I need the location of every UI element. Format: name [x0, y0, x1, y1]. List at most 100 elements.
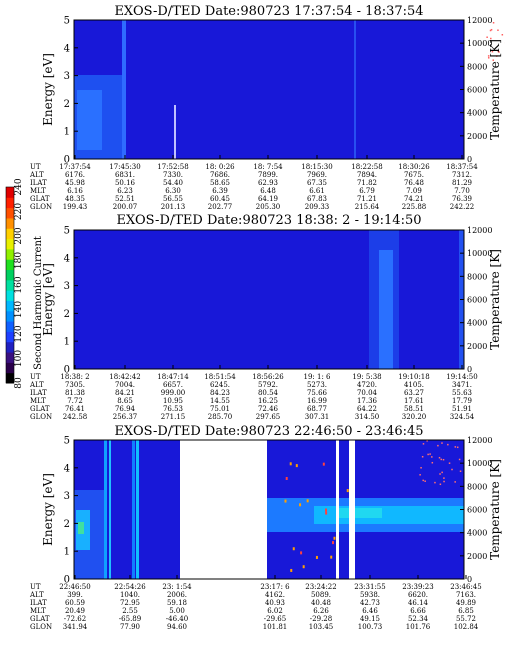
noise-dot: [284, 499, 287, 503]
noise-dot: [322, 462, 325, 466]
colorbar-segment: [6, 187, 14, 198]
table-cell: 18: 7:54: [253, 163, 283, 171]
table-cell: 1040.: [120, 591, 140, 599]
noise-dot: [441, 442, 443, 444]
table-cell: 19: 5:38: [352, 373, 381, 381]
table-cell: 23:24:22: [305, 583, 336, 591]
table-cell: 55.63: [452, 389, 472, 397]
table-cell: 72.95: [120, 599, 140, 607]
table-cell: 202.77: [208, 203, 233, 211]
noise-dot: [440, 458, 443, 461]
y-tick-label: 0: [64, 365, 70, 376]
table-cell: 76.39: [452, 195, 472, 203]
table-cell: 17:37:54: [59, 163, 91, 171]
table-cell: 20.49: [65, 607, 85, 615]
y2-axis-label: Temperature [K]: [488, 39, 502, 140]
colorbar-segment: [6, 207, 14, 219]
table-cell: 7675.: [404, 171, 424, 179]
noise-dot: [497, 50, 500, 53]
colorbar-segment: [6, 259, 14, 271]
table-cell: 18:56:26: [252, 373, 284, 381]
noise-dot: [439, 483, 442, 486]
table-cell: 52.34: [408, 615, 429, 623]
table-cell: 23:31:55: [354, 583, 385, 591]
y2-tick-label: 10000: [467, 39, 492, 48]
table-cell: 6.39: [212, 187, 228, 195]
table-row-label: MLT: [30, 397, 46, 405]
table-cell: 215.64: [355, 203, 380, 211]
y2-tick-label: 4000: [467, 319, 487, 328]
table-cell: 14.55: [210, 397, 230, 405]
table-cell: -65.89: [119, 615, 141, 623]
y-axis-label: Energy [eV]: [41, 53, 55, 126]
y2-tick-label: 2000: [467, 342, 487, 351]
y-tick-label: 0: [64, 575, 70, 586]
table-cell: 7312.: [452, 171, 472, 179]
colorbar-frame: [5, 186, 15, 384]
y2-tick-label: 8000: [467, 482, 487, 491]
vertical-streak: [109, 440, 111, 579]
noise-dot: [302, 565, 305, 569]
noise-dot: [491, 50, 494, 53]
table-cell: 225.88: [402, 203, 427, 211]
noise-dot: [315, 555, 318, 559]
table-cell: 4105.: [404, 381, 424, 389]
vertical-streak: [354, 20, 356, 159]
table-cell: 58.51: [404, 405, 424, 413]
table-cell: 80.54: [258, 389, 279, 397]
table-row-label: GLAT: [30, 615, 50, 623]
table-cell: 399.: [67, 591, 83, 599]
table-cell: 320.20: [402, 413, 427, 421]
colorbar-tick-label: 220: [14, 203, 24, 220]
noise-dot: [492, 22, 495, 24]
noise-dot: [439, 473, 441, 475]
noise-dot: [447, 443, 449, 446]
table-cell: 81.29: [452, 179, 472, 187]
table-cell: 17.36: [357, 397, 378, 405]
table-cell: 6620.: [408, 591, 428, 599]
table-cell: 7.09: [406, 187, 422, 195]
table-cell: 6176.: [65, 171, 85, 179]
spectrogram-panel-3: EXOS-D/TED Date:980723 22:46:50 - 23:46:…: [29, 424, 502, 631]
table-cell: 22:54:26: [114, 583, 146, 591]
y-tick-label: 2: [64, 519, 70, 530]
table-cell: 18:38: 2: [60, 373, 89, 381]
low-energy-core: [77, 90, 102, 150]
table-cell: 7.70: [454, 187, 470, 195]
y2-tick-label: 8000: [467, 62, 487, 71]
table-row-label: ILAT: [30, 389, 47, 397]
table-cell: 70.04: [357, 389, 378, 397]
table-cell: 19:10:18: [398, 373, 429, 381]
table-cell: -29.65: [264, 615, 286, 623]
table-cell: 6.46: [362, 607, 378, 615]
table-cell: 5.00: [169, 607, 185, 615]
table-cell: 6.02: [267, 607, 283, 615]
noise-dot: [306, 499, 309, 503]
colorbar-segment: [6, 269, 14, 281]
noise-dot: [441, 471, 443, 474]
noise-dot: [299, 503, 302, 507]
table-cell: 62.93: [258, 179, 278, 187]
table-cell: 18:30:26: [398, 163, 430, 171]
y-tick-label: 3: [64, 281, 70, 292]
colorbar-tick-label: 180: [14, 252, 24, 269]
spectrogram-panel-1: EXOS-D/TED Date:980723 17:37:54 - 18:37:…: [29, 4, 505, 211]
table-cell: 285.70: [208, 413, 233, 421]
table-cell: 5089.: [311, 591, 331, 599]
table-cell: 7330.: [163, 171, 183, 179]
y-tick-label: 1: [64, 547, 70, 558]
y-tick-label: 5: [64, 436, 70, 447]
colorbar-segment: [6, 248, 14, 260]
y-tick-label: 5: [64, 16, 70, 27]
table-cell: 40.48: [311, 599, 331, 607]
y2-tick-label: 6000: [467, 506, 487, 515]
table-cell: 205.30: [256, 203, 281, 211]
noise-dot: [332, 541, 335, 545]
thermal-band-peak: [336, 508, 382, 518]
y2-tick-label: 0: [467, 155, 472, 164]
table-cell: 68.77: [307, 405, 327, 413]
table-cell: 242.58: [63, 413, 88, 421]
y2-tick-label: 0: [467, 365, 472, 374]
noise-dot: [422, 479, 424, 482]
table-cell: 76.41: [65, 405, 85, 413]
